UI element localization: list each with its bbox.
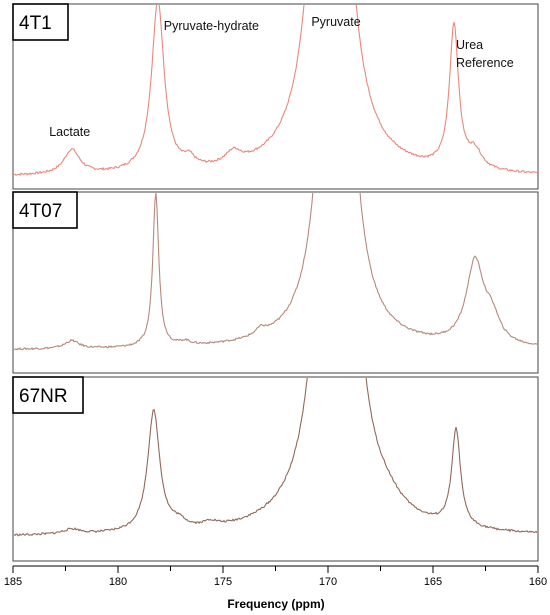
panel-4t1: 4T1 [12, 3, 539, 190]
x-tick-label: 170 [319, 576, 337, 588]
x-tick-label: 165 [424, 576, 442, 588]
sample-tag-box [12, 376, 84, 414]
sample-tag-label: 4T1 [19, 13, 52, 34]
spectrum-trace-4t1 [14, 5, 537, 176]
x-tick-label: 175 [214, 576, 232, 588]
spectra-panels: 4T1 4T07 67NR Lactate Pyruvate-hydrate Pyruva… [12, 3, 539, 562]
x-tick-label: 185 [4, 576, 22, 588]
x-tick-label: 160 [529, 576, 547, 588]
x-axis-title: Frequency (ppm) [227, 597, 324, 611]
sample-tag-box [12, 191, 78, 229]
peak-label-reference: Reference [456, 56, 514, 70]
sample-tag-label: 4T07 [19, 201, 62, 222]
peak-label-urea: Urea [456, 38, 483, 52]
panel-4t07: 4T07 [12, 191, 539, 374]
x-tick-label: 180 [109, 576, 127, 588]
panel-frame [12, 376, 539, 562]
panel-67nr: 67NR [12, 376, 539, 562]
peak-label-pyruvate-hydrate: Pyruvate-hydrate [164, 19, 259, 33]
peak-label-lactate: Lactate [49, 125, 90, 139]
sample-tag-label: 67NR [19, 386, 68, 407]
spectrum-trace-4t07 [14, 193, 537, 351]
spectrum-trace-67nr [14, 378, 537, 537]
panel-frame [12, 191, 539, 374]
sample-tag-box [12, 3, 69, 41]
panel-frame [12, 3, 539, 190]
peak-label-pyruvate: Pyruvate [311, 15, 360, 29]
x-axis: 185 180 175 170 165 160 [4, 565, 547, 588]
